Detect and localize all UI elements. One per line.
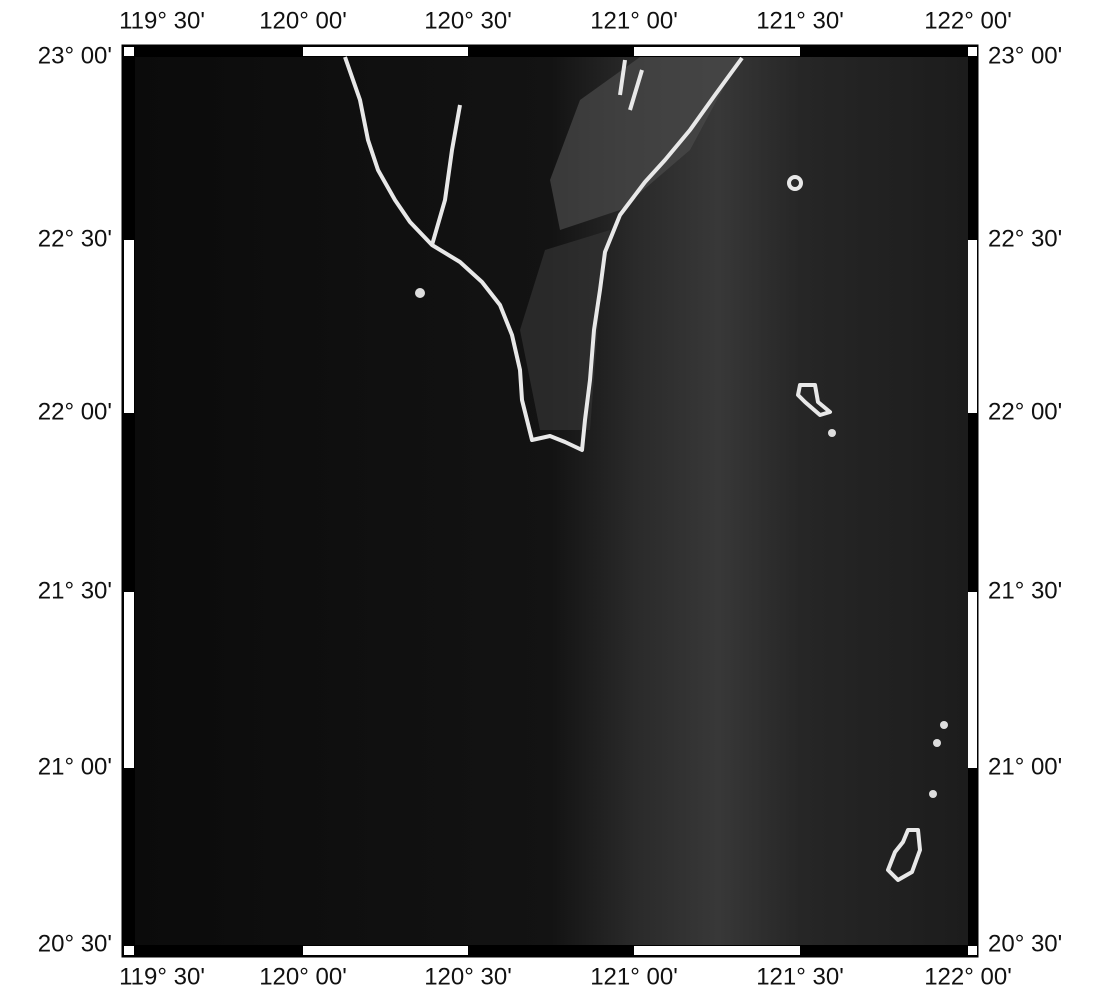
frame-segment (968, 592, 977, 768)
bottom-label: 120° 30' (424, 963, 512, 990)
island (929, 790, 937, 798)
land-shade (550, 57, 740, 230)
right-label: 21° 30' (988, 577, 1062, 604)
top-label: 120° 30' (424, 7, 512, 34)
frame-corner (968, 946, 977, 955)
frame-segment (124, 240, 134, 413)
island (787, 175, 803, 191)
left-label: 20° 30' (38, 930, 112, 957)
frame-corner (124, 47, 134, 56)
island (415, 288, 425, 298)
frame-segment (303, 946, 468, 955)
right-label: 23° 00' (988, 42, 1062, 69)
right-label: 21° 00' (988, 753, 1062, 780)
bottom-label: 119° 30' (119, 963, 205, 990)
top-label: 119° 30' (119, 7, 205, 34)
island (796, 383, 832, 417)
frame-segment (634, 946, 800, 955)
island (933, 739, 941, 747)
bottom-label: 120° 00' (259, 963, 347, 990)
bottom-label: 121° 00' (590, 963, 678, 990)
frame-corner (124, 946, 134, 955)
right-label: 22° 30' (988, 225, 1062, 252)
frame-corner (968, 47, 977, 56)
river (430, 104, 462, 246)
island (940, 721, 948, 729)
coastlines (343, 56, 948, 882)
labels: 119° 30' 120° 00' 120° 30' 121° 00' 121° 30'… (38, 7, 1063, 990)
top-label: 121° 30' (756, 7, 844, 34)
bottom-label: 121° 30' (756, 963, 844, 990)
frame-segment (968, 240, 977, 413)
top-label: 121° 00' (590, 7, 678, 34)
top-label: 122° 00' (924, 7, 1012, 34)
top-label: 120° 00' (259, 7, 347, 34)
ridge (618, 59, 644, 111)
coastline (343, 56, 744, 452)
left-label: 21° 00' (38, 753, 112, 780)
right-label: 22° 00' (988, 398, 1062, 425)
island (886, 828, 922, 882)
bottom-label: 122° 00' (924, 963, 1012, 990)
map-area (135, 57, 968, 945)
island (828, 429, 836, 437)
frame (121, 44, 979, 958)
frame-segment (303, 47, 468, 56)
left-label: 22° 00' (38, 398, 112, 425)
frame-segment (124, 592, 134, 768)
right-label: 20° 30' (988, 930, 1062, 957)
frame-segment (634, 47, 800, 56)
left-label: 21° 30' (38, 577, 112, 604)
left-label: 22° 30' (38, 225, 112, 252)
land-shade (520, 230, 610, 430)
left-label: 23° 00' (38, 42, 112, 69)
